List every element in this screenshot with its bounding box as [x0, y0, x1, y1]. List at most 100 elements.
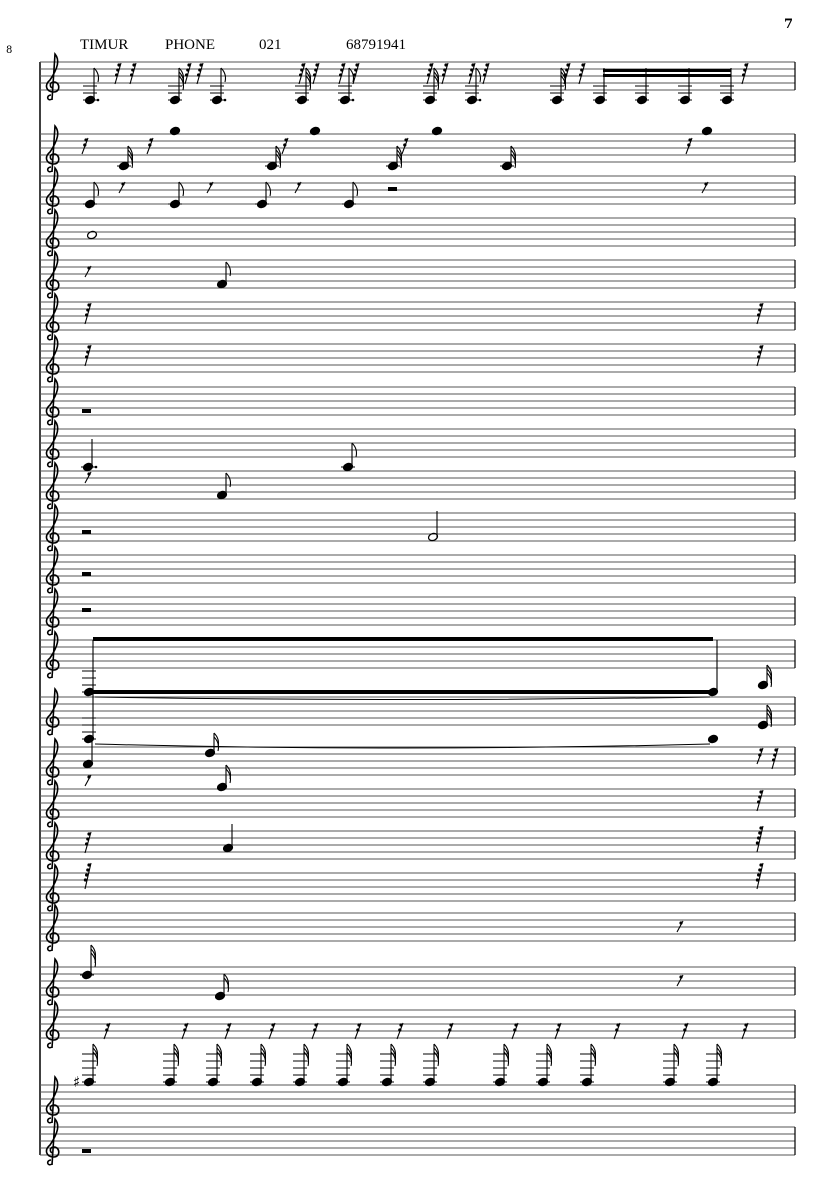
treble-clef-icon [45, 123, 60, 173]
note-flag [178, 75, 185, 91]
note-flag [213, 736, 220, 752]
rest-stem [224, 1022, 232, 1040]
header-area-code: 021 [259, 37, 282, 53]
augmentation-dot [96, 98, 100, 102]
rest-stem [354, 1022, 362, 1040]
note-flag [396, 153, 403, 169]
note-flag [433, 75, 440, 91]
rest-stem [129, 62, 137, 85]
rest-stem [685, 137, 693, 155]
treble-clef-icon [45, 51, 60, 101]
rest-stem [756, 789, 764, 812]
note-flag [93, 67, 100, 83]
rest-stem [84, 774, 92, 787]
rest-stem [756, 825, 764, 853]
note-flag [766, 672, 773, 688]
rest-stem [181, 1022, 189, 1040]
treble-clef-icon [45, 291, 60, 341]
treble-clef-icon [45, 862, 60, 912]
treble-clef-icon [45, 629, 60, 679]
treble-clef-icon [45, 1074, 60, 1124]
treble-clef-icon [45, 736, 60, 786]
measure-number: 8 [6, 45, 13, 56]
note-flag [305, 75, 312, 91]
rest-stem [756, 344, 764, 367]
rest-stem [84, 302, 92, 325]
rest-stem [563, 62, 571, 85]
rest-block [82, 608, 91, 612]
augmentation-dot [223, 98, 227, 102]
note-flag [673, 1051, 680, 1067]
treble-clef-icon [45, 902, 60, 952]
notehead [86, 230, 98, 240]
treble-clef-icon [45, 333, 60, 383]
page-number: 7 [784, 17, 794, 32]
beam [603, 69, 731, 72]
rest-stem [441, 62, 449, 85]
rest-block [82, 530, 91, 534]
note-flag [225, 472, 232, 488]
rest-stem [578, 62, 586, 85]
rest-dot [755, 841, 760, 845]
note-flag [346, 1051, 353, 1067]
note-flag [216, 1051, 223, 1067]
rest-dot [758, 868, 762, 872]
rest-stem [352, 62, 360, 85]
notehead [309, 126, 321, 136]
rest-stem [196, 62, 204, 85]
treble-clef-icon [45, 376, 60, 426]
rest-stem [114, 62, 122, 85]
treble-clef-icon [45, 1116, 60, 1166]
rest-stem [396, 1022, 404, 1040]
rest-dot [757, 836, 761, 840]
treble-clef-icon [45, 418, 60, 468]
tie [94, 743, 711, 749]
augmentation-dot [478, 98, 482, 102]
rest-stem [482, 62, 490, 85]
rest-dot [86, 868, 90, 872]
rest-block [82, 409, 91, 413]
rest-stem [554, 1022, 562, 1040]
rest-stem [511, 1022, 519, 1040]
augmentation-dot [94, 465, 98, 469]
rest-stem [701, 181, 709, 194]
rest-block [388, 187, 397, 191]
rest-stem [118, 181, 126, 194]
beam [93, 637, 713, 641]
treble-clef-icon [45, 502, 60, 552]
note-flag [303, 1051, 310, 1067]
rest-stem [338, 62, 346, 85]
note-flag [265, 181, 272, 197]
note-flag [433, 1051, 440, 1067]
header-number: 68791941 [346, 37, 406, 53]
rest-stem [741, 1022, 749, 1040]
rest-stem [681, 1022, 689, 1040]
rest-stem [298, 62, 306, 85]
rest-stem [756, 862, 764, 890]
rest-stem [741, 62, 749, 85]
note-flag [220, 67, 227, 83]
rest-stem [84, 831, 92, 854]
treble-clef-icon [45, 207, 60, 257]
header-label: PHONE [165, 37, 216, 53]
notehead [169, 126, 181, 136]
treble-clef-icon [45, 956, 60, 1006]
rest-stem [401, 137, 409, 155]
rest-stem [103, 1022, 111, 1040]
notehead [701, 126, 713, 136]
note-flag [716, 1051, 723, 1067]
rest-stem [468, 62, 476, 85]
rest-dot [85, 873, 89, 877]
note-flag [503, 1051, 510, 1067]
rest-stem [311, 1022, 319, 1040]
rest-stem [84, 265, 92, 278]
rest-stem [771, 747, 779, 770]
treble-clef-icon [45, 686, 60, 736]
rest-stem [312, 62, 320, 85]
note-flag [90, 952, 97, 968]
note-flag [127, 153, 134, 169]
rest-block [82, 572, 91, 576]
treble-clef-icon [45, 999, 60, 1049]
sharp-accidental: ♯ [73, 1073, 80, 1091]
